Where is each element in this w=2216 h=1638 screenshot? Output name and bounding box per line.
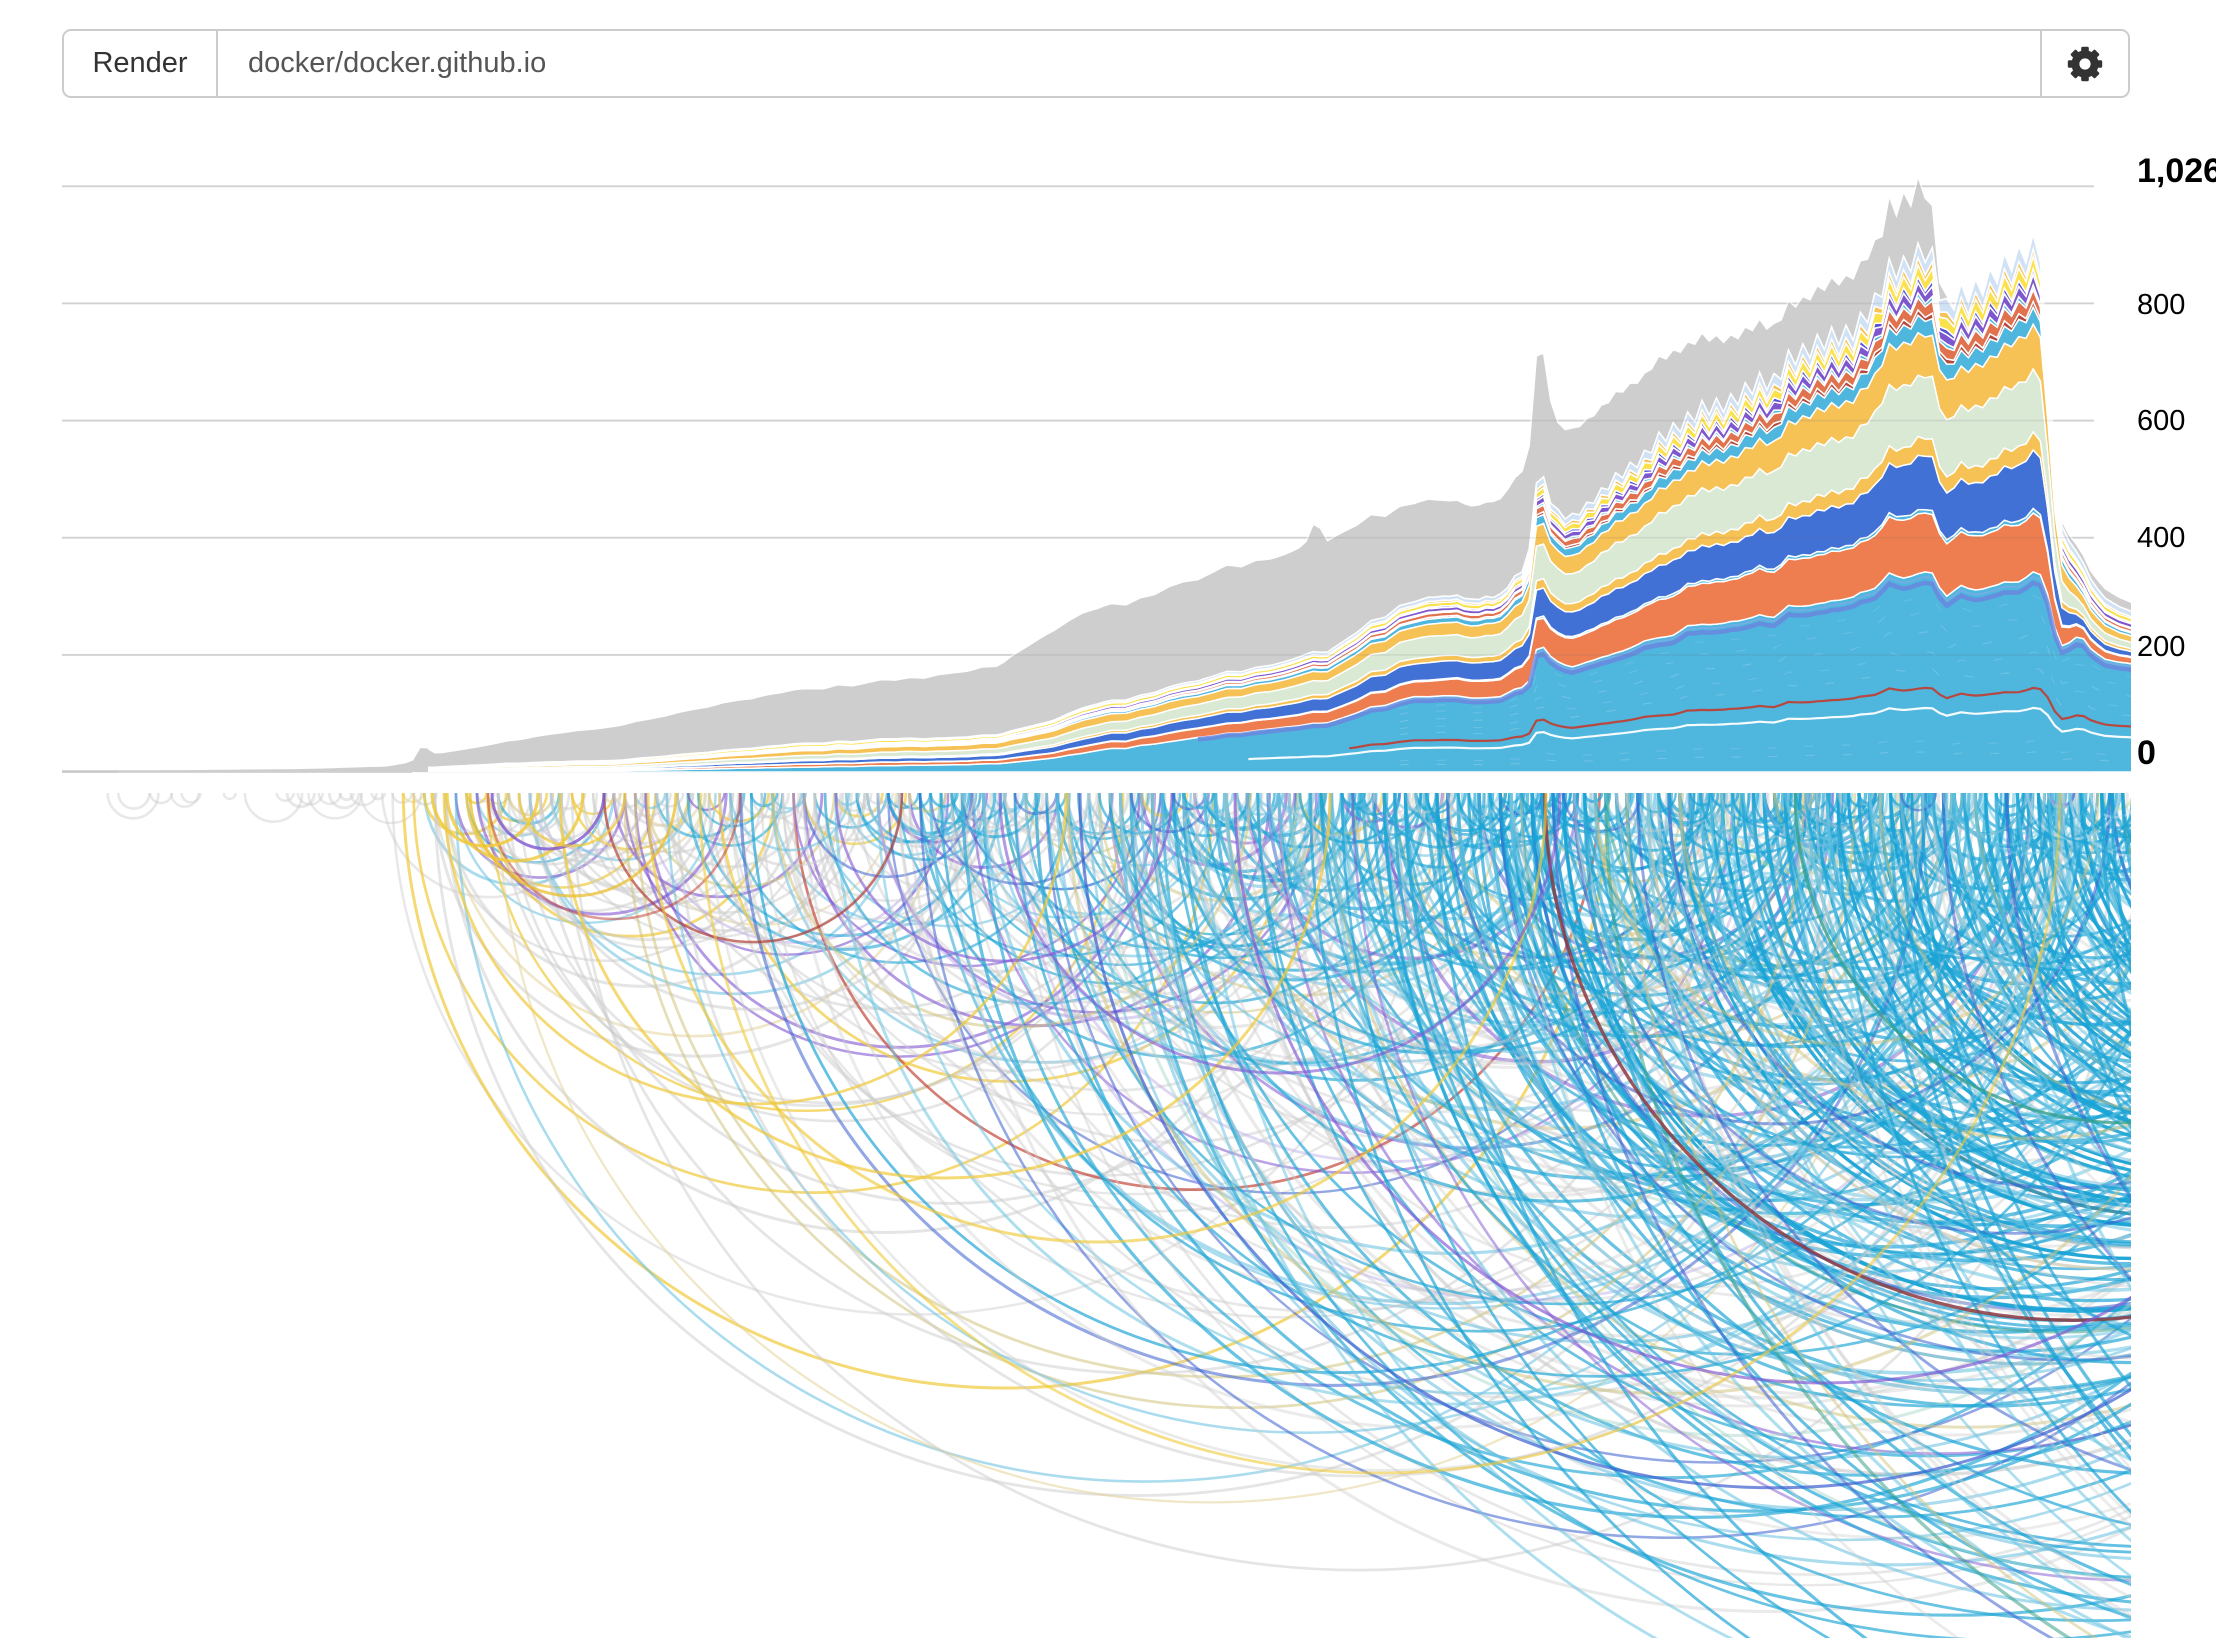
svg-text:400: 400 [2137, 522, 2185, 554]
svg-text:200: 200 [2137, 631, 2185, 663]
svg-text:1,026: 1,026 [2137, 152, 2216, 190]
svg-text:800: 800 [2137, 289, 2185, 321]
svg-text:600: 600 [2137, 405, 2185, 437]
svg-text:0: 0 [2137, 734, 2156, 772]
